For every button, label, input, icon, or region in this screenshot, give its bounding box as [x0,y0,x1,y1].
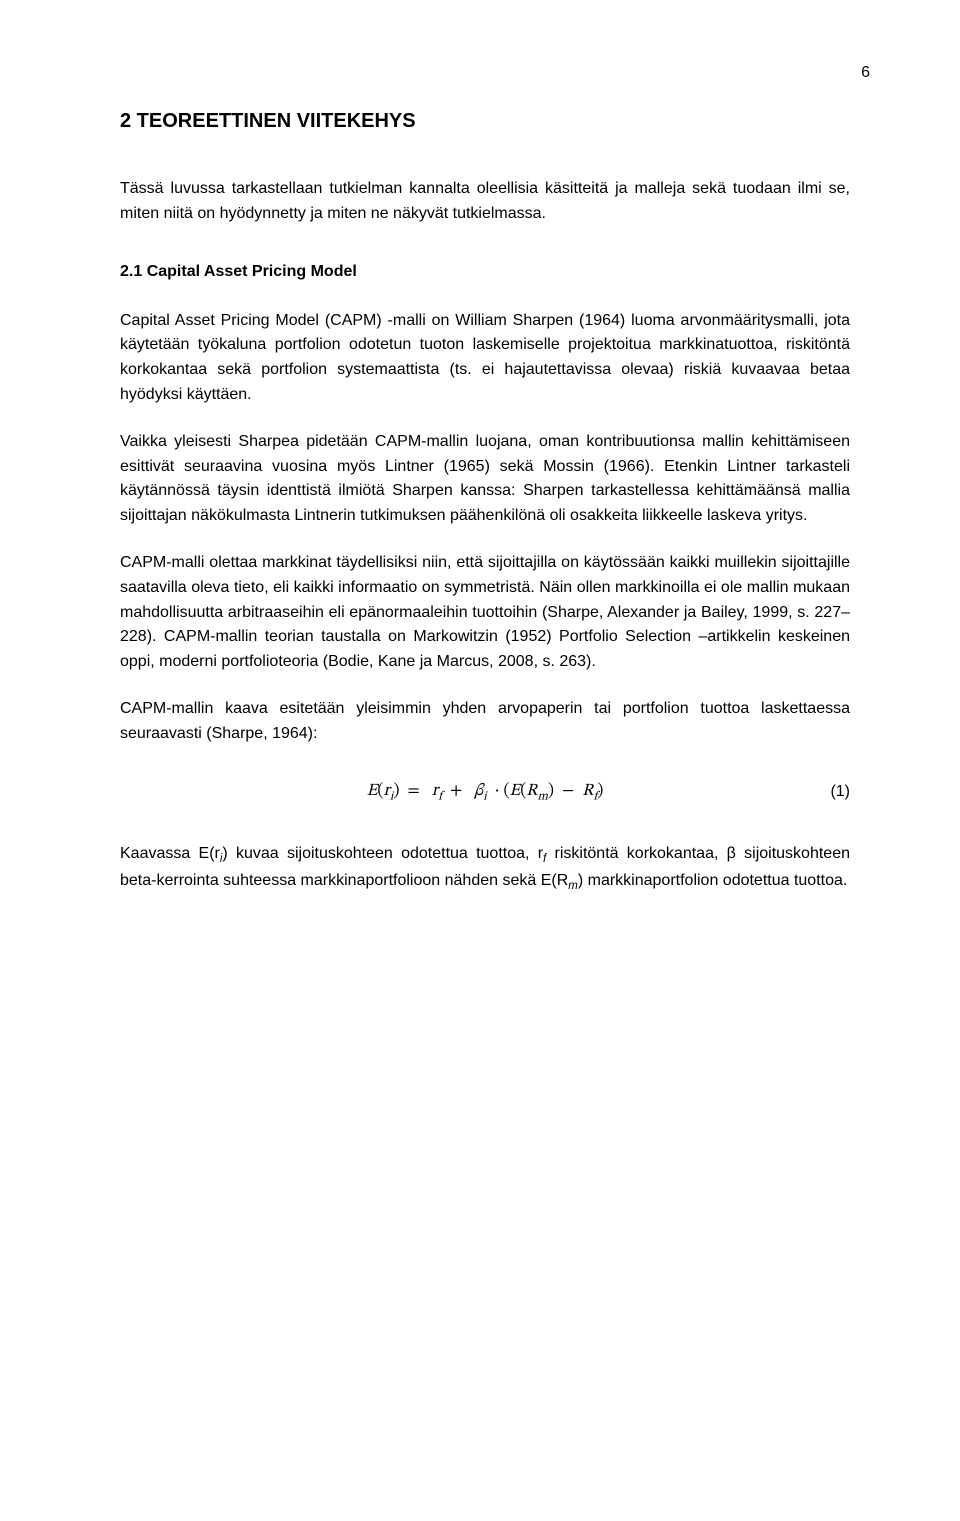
p5-prefix: Kaavassa E(r [120,845,220,862]
p5-mid1: ) kuvaa sijoituskohteen odotettua tuotto… [222,845,543,862]
paragraph-1: Capital Asset Pricing Model (CAPM) -mall… [120,309,850,408]
paragraph-5: Kaavassa E(ri) kuvaa sijoituskohteen odo… [120,842,850,896]
document-page: 6 2 TEOREETTINEN VIITEKEHYS Tässä luvuss… [0,0,960,978]
p5-mid3: ) markkinaportfolion odotettua tuottoa. [578,872,848,889]
section-heading: 2 TEOREETTINEN VIITEKEHYS [120,110,850,133]
paragraph-4: CAPM-mallin kaava esitetään yleisimmin y… [120,697,850,747]
paragraph-3: CAPM-malli olettaa markkinat täydellisik… [120,551,850,675]
equation-1: E(ri) = rf + βi · (E(Rm) − Rf) (1) [120,781,850,804]
subsection-heading: 2.1 Capital Asset Pricing Model [120,263,850,281]
page-number: 6 [120,64,870,82]
equation-body: E(ri) = rf + βi · (E(Rm) − Rf) [367,781,604,804]
paragraph-2: Vaikka yleisesti Sharpea pidetään CAPM-m… [120,430,850,529]
intro-paragraph: Tässä luvussa tarkastellaan tutkielman k… [120,177,850,227]
p5-sub3: m [568,880,578,892]
equation-number: (1) [830,783,850,801]
